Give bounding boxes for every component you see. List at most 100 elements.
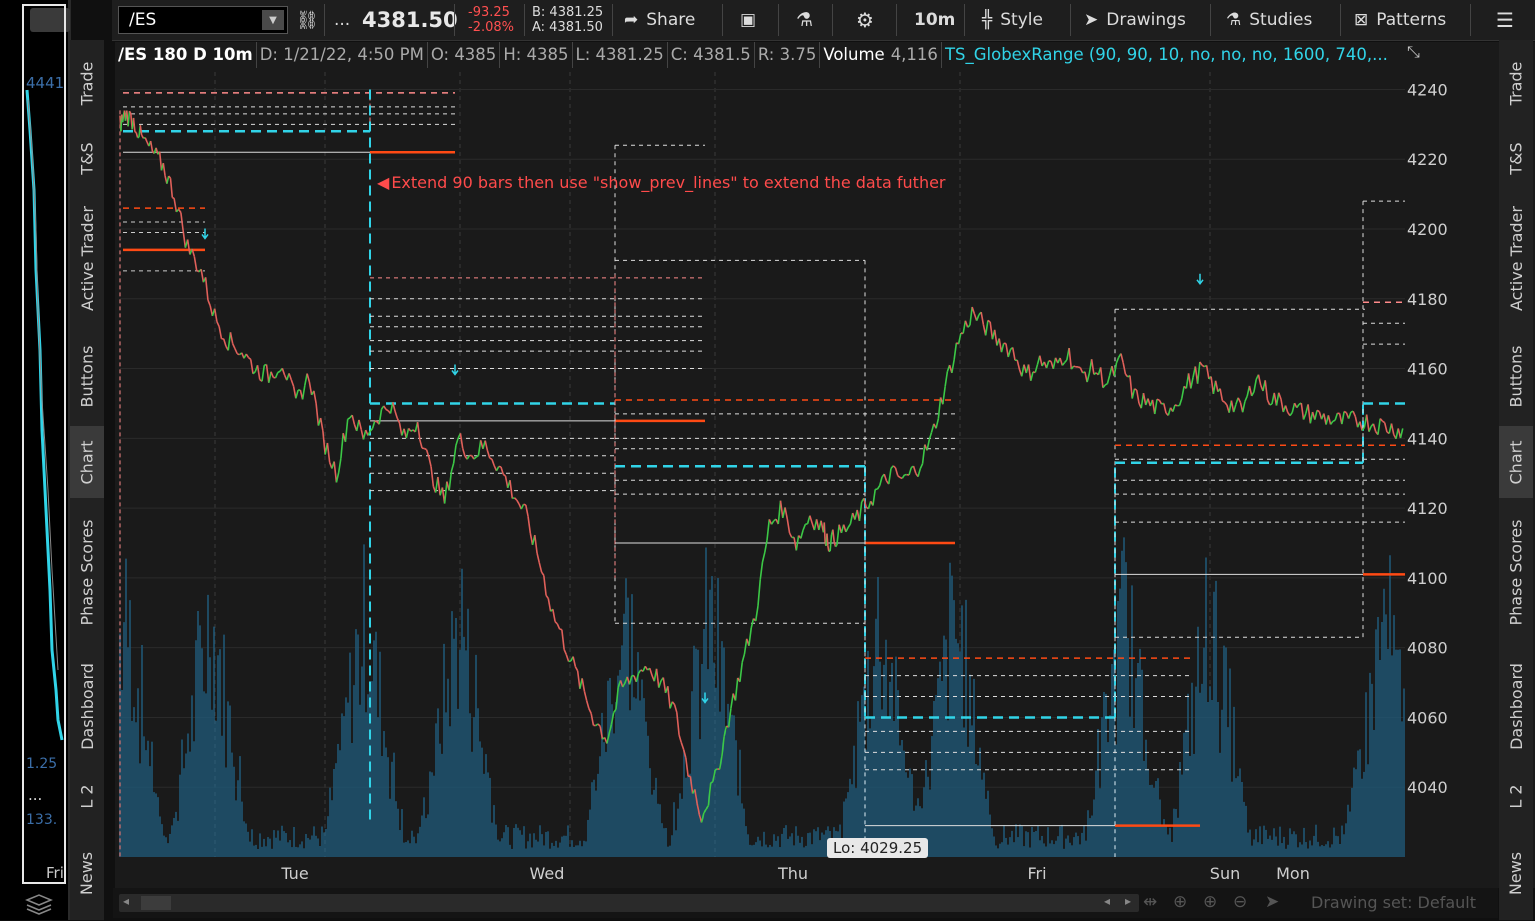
price-segment — [1001, 343, 1003, 352]
fit-icon[interactable]: ⇹ — [1143, 892, 1157, 912]
right-tab-chart[interactable]: Chart — [1499, 426, 1533, 499]
price-segment — [731, 693, 733, 708]
price-segment — [986, 320, 988, 335]
price-segment — [555, 622, 557, 624]
scrollbar-thumb[interactable] — [141, 896, 171, 910]
price-segment — [1360, 422, 1362, 431]
menu-icon[interactable]: ☰ — [1496, 0, 1514, 40]
right-tab-news[interactable]: News — [1499, 826, 1533, 921]
price-segment — [181, 212, 183, 230]
style-button[interactable]: ╬Style — [982, 0, 1043, 40]
price-chart-svg: 4240422042004180416041404120410040804060… — [115, 42, 1500, 888]
tab-time-and-sales[interactable]: T&S — [70, 126, 104, 191]
screenshot-icon[interactable]: ▣ — [740, 0, 756, 40]
price-segment — [183, 231, 185, 248]
tab-phase-scores[interactable]: Phase Scores — [70, 498, 104, 647]
price-segment — [566, 655, 568, 662]
scroll-right-icon[interactable]: ▸ — [1125, 894, 1131, 908]
price-segment — [379, 409, 381, 424]
down-arrow-icon — [452, 365, 458, 375]
price-segment — [1047, 361, 1049, 368]
share-button[interactable]: ➦Share — [624, 0, 695, 40]
price-segment — [172, 198, 174, 199]
price-segment — [249, 358, 251, 360]
study-label[interactable]: TS_GlobexRange (90, 90, 10, no, no, no, … — [942, 42, 1391, 68]
tab-trade[interactable]: Trade — [70, 40, 104, 127]
studies-button[interactable]: ⚗Studies — [1226, 0, 1312, 40]
x-tick-label: Thu — [777, 864, 808, 883]
y-tick-label: 4060 — [1407, 708, 1448, 727]
flask-icon[interactable]: ⚗ — [796, 0, 813, 40]
price-segment — [339, 458, 341, 472]
right-tab-buttons[interactable]: Buttons — [1499, 326, 1533, 427]
tab-dashboard[interactable]: Dashboard — [70, 646, 104, 767]
drawings-button[interactable]: ➤Drawings — [1084, 0, 1186, 40]
price-segment — [1297, 404, 1299, 407]
mini-more-button[interactable]: ... — [28, 786, 42, 804]
candles-icon: ╬ — [982, 10, 992, 30]
price-segment — [123, 114, 124, 122]
horizontal-scrollbar[interactable]: ◂ ◂ ▸ — [119, 894, 1139, 912]
price-segment — [573, 657, 575, 667]
price-segment — [1238, 398, 1240, 403]
tab-news[interactable]: News — [70, 826, 104, 921]
price-segment — [496, 466, 498, 470]
crosshair-icon[interactable]: ⊕ — [1173, 892, 1187, 912]
mini-chart-plot — [22, 70, 66, 830]
price-segment — [1168, 408, 1170, 416]
right-tab-active-trader[interactable]: Active Trader — [1499, 190, 1533, 327]
zoom-in-icon[interactable]: ⊕ — [1203, 892, 1217, 912]
price-segment — [827, 534, 828, 546]
link-icon[interactable]: ⛓ — [296, 0, 319, 40]
layers-icon[interactable] — [24, 892, 54, 916]
patterns-button[interactable]: ⊠Patterns — [1354, 0, 1446, 40]
price-segment — [128, 111, 129, 126]
price-segment — [537, 553, 539, 563]
price-segment — [787, 519, 789, 533]
price-segment — [896, 468, 898, 476]
price-segment — [740, 662, 742, 681]
price-segment — [828, 546, 829, 552]
symbol-dropdown-button[interactable]: ▼ — [262, 10, 284, 30]
tab-active-trader[interactable]: Active Trader — [70, 190, 104, 327]
price-segment — [1040, 356, 1042, 366]
right-tab-time-and-sales[interactable]: T&S — [1499, 126, 1533, 191]
price-segment — [424, 448, 426, 449]
price-segment — [375, 421, 377, 422]
price-segment — [429, 457, 431, 467]
timeframe-button[interactable]: 10m — [914, 0, 955, 40]
price-segment — [972, 307, 974, 314]
price-segment — [1159, 400, 1161, 404]
price-segment — [431, 467, 433, 487]
patterns-icon: ⊠ — [1354, 10, 1368, 30]
bar-low: L: 4381.25 — [573, 42, 668, 68]
scroll-left-icon[interactable]: ◂ — [123, 894, 129, 908]
right-tab-dashboard[interactable]: Dashboard — [1499, 646, 1533, 767]
y-tick-label: 4120 — [1407, 499, 1448, 518]
tab-level-2[interactable]: L 2 — [70, 766, 104, 827]
right-tab-level-2[interactable]: L 2 — [1499, 766, 1533, 827]
price-segment — [492, 459, 494, 465]
right-tab-phase-scores[interactable]: Phase Scores — [1499, 498, 1533, 647]
price-segment — [587, 701, 589, 709]
price-segment — [384, 406, 386, 409]
price-segment — [544, 575, 546, 595]
price-segment — [923, 445, 925, 464]
right-tab-trade[interactable]: Trade — [1499, 40, 1533, 127]
price-segment — [868, 501, 870, 508]
price-segment — [135, 132, 136, 133]
tab-buttons[interactable]: Buttons — [70, 326, 104, 427]
drawing-set-label[interactable]: Drawing set: Default — [1311, 893, 1476, 912]
expand-icon[interactable]: ⤡ — [1407, 42, 1420, 62]
chart-annotation[interactable]: ◀Extend 90 bars then use "show_prev_line… — [377, 173, 946, 192]
price-segment — [235, 349, 237, 354]
tab-chart[interactable]: Chart — [70, 426, 104, 499]
pointer-icon[interactable]: ➤ — [1265, 892, 1279, 912]
y-tick-label: 4240 — [1407, 80, 1448, 99]
zoom-out-icon[interactable]: ⊖ — [1233, 892, 1247, 912]
scroll-left-page-icon[interactable]: ◂ — [1104, 894, 1110, 908]
toolbar-more-button[interactable]: ... — [334, 0, 350, 40]
gear-icon[interactable]: ⚙ — [856, 0, 874, 40]
price-segment — [1353, 411, 1355, 416]
